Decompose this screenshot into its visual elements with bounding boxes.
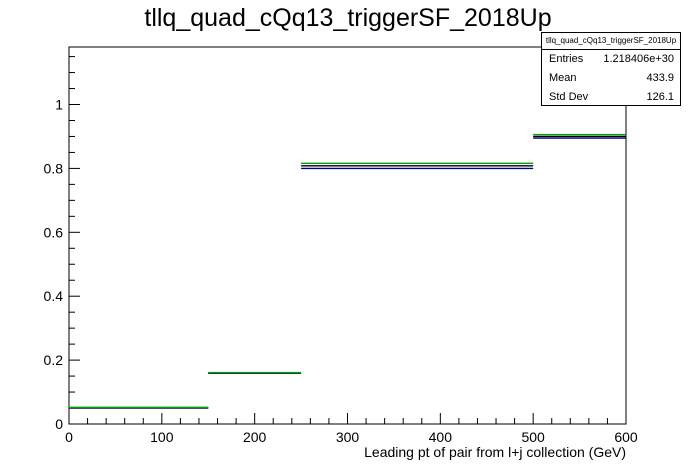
entries-label: Entries [549, 53, 584, 65]
x-tick-label: 200 [243, 429, 267, 445]
y-tick-label: 0.6 [44, 224, 64, 240]
stddev-value: 126.1 [646, 91, 674, 103]
x-tick-label: 600 [614, 429, 638, 445]
x-tick-label: 300 [336, 429, 360, 445]
stats-box: tllq_quad_cQq13_triggerSF_2018Up Entries… [541, 32, 681, 106]
y-tick-label: 0 [55, 416, 63, 432]
stddev-label: Std Dev [549, 91, 589, 103]
x-tick-label: 0 [65, 429, 73, 445]
stats-row-stddev: Std Dev 126.1 [542, 88, 680, 107]
axis-ticks: 0 100 200 300 400 500 600 0 0.2 0.4 0.6 0.8 1 [44, 56, 638, 445]
y-tick-label: 0.2 [44, 352, 64, 368]
y-tick-label: 0.8 [44, 160, 64, 176]
mean-value: 433.9 [646, 72, 674, 84]
x-axis-label: Leading pt of pair from l+j collection (… [364, 444, 626, 460]
stats-box-name: tllq_quad_cQq13_triggerSF_2018Up [542, 33, 680, 50]
entries-value: 1.218406e+30 [603, 53, 674, 65]
chart-title: tllq_quad_cQq13_triggerSF_2018Up [144, 4, 552, 32]
x-tick-label: 100 [150, 429, 174, 445]
stats-row-mean: Mean 433.9 [542, 69, 680, 88]
y-tick-label: 0.4 [44, 288, 64, 304]
histogram-bins [69, 133, 626, 409]
stats-row-entries: Entries 1.218406e+30 [542, 50, 680, 69]
mean-label: Mean [549, 72, 577, 84]
x-tick-label: 400 [429, 429, 453, 445]
y-tick-label: 1 [55, 97, 63, 113]
x-tick-label: 500 [521, 429, 545, 445]
